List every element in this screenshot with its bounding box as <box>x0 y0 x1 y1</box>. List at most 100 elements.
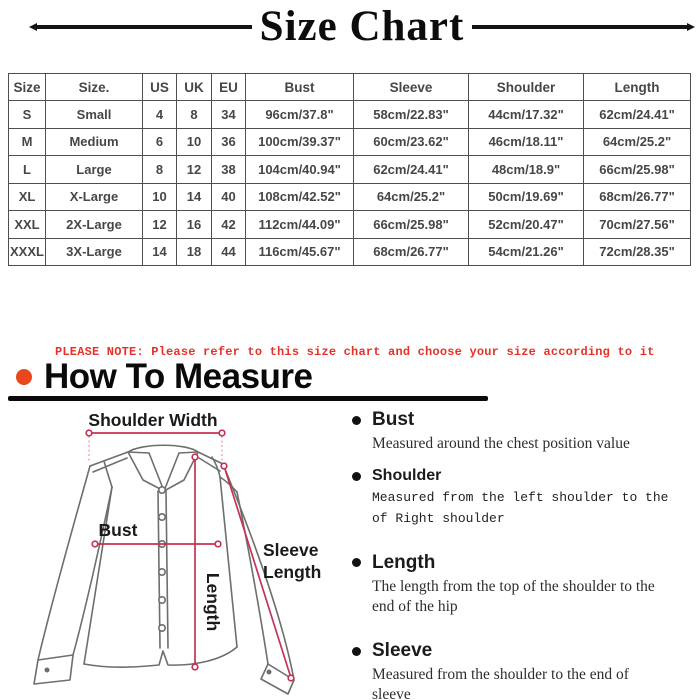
bullet-dot-icon <box>352 471 361 481</box>
measure-item: Sleeve Measured from the shoulder to the … <box>340 640 698 700</box>
table-cell: 12 <box>142 210 177 239</box>
size-table-body: S Small 4 8 34 96cm/37.8" 58cm/22.83" 44cm/17.3… <box>8 100 691 266</box>
bullet-dot-icon <box>352 646 361 656</box>
column-header: Bust <box>245 73 354 101</box>
bullseye-icon <box>16 369 32 385</box>
table-cell: 8 <box>176 100 212 129</box>
table-cell: 66cm/25.98" <box>353 210 469 239</box>
column-header: Sleeve <box>353 73 469 101</box>
table-cell: 96cm/37.8" <box>245 100 354 129</box>
measure-item: Shoulder Measured from the left shoulder … <box>340 467 698 530</box>
table-row: L Large 8 12 38 104cm/40.94" 62cm/24.41" 48cm/1… <box>8 155 691 184</box>
column-header: Shoulder <box>468 73 584 101</box>
table-cell: 34 <box>211 100 246 129</box>
table-cell: XXL <box>8 210 46 239</box>
shirt-outline <box>33 444 295 695</box>
sleeve-length-label-line2: Length <box>263 562 321 582</box>
size-table-head-row: Size Size. US UK EU Bust Sleeve Shoulder Length <box>8 73 691 101</box>
table-cell: 48cm/18.9" <box>468 155 584 184</box>
bullet-dot-icon <box>352 558 361 568</box>
sleeve-measure-line <box>220 462 295 682</box>
title-row: Size Chart <box>0 2 700 52</box>
table-cell: 44 <box>211 237 246 266</box>
measure-desc: Measured from the shoulder to the end of… <box>372 666 629 700</box>
table-cell: 66cm/25.98" <box>583 155 691 184</box>
column-header: EU <box>211 73 246 101</box>
table-cell: 2X-Large <box>45 210 143 239</box>
table-row: S Small 4 8 34 96cm/37.8" 58cm/22.83" 44cm/17.3… <box>8 100 691 129</box>
column-header: Length <box>583 73 691 101</box>
shirt-measure-diagram: Shoulder Width Bust Length Sleeve Length <box>33 410 321 695</box>
table-cell: 72cm/28.35" <box>583 237 691 266</box>
table-cell: 40 <box>211 182 246 211</box>
table-cell: 42 <box>211 210 246 239</box>
column-header: Size <box>8 73 46 101</box>
measure-item: Length The length from the top of the sho… <box>340 552 698 617</box>
section-divider <box>8 396 488 401</box>
measure-term: Length <box>372 551 436 573</box>
table-cell: 60cm/23.62" <box>353 127 469 156</box>
please-note-text: PLEASE NOTE: Please refer to this size c… <box>55 345 655 359</box>
measure-desc: The length from the top of the shoulder … <box>372 577 655 615</box>
length-label: Length <box>203 573 223 631</box>
table-cell: 14 <box>142 237 177 266</box>
table-cell: L <box>8 155 46 184</box>
shoulder-width-label: Shoulder Width <box>88 410 217 430</box>
table-cell: 68cm/26.77" <box>583 182 691 211</box>
table-cell: 4 <box>142 100 177 129</box>
table-cell: 52cm/20.47" <box>468 210 584 239</box>
table-cell: 14 <box>176 182 212 211</box>
table-cell: XXXL <box>8 237 46 266</box>
table-row: M Medium 6 10 36 100cm/39.37" 60cm/23.62" 46cm/… <box>8 127 691 156</box>
title-right-rule <box>472 23 695 31</box>
measure-desc: Measured around the chest position value <box>372 435 630 452</box>
how-to-measure-title: How To Measure <box>44 357 313 396</box>
table-cell: 46cm/18.11" <box>468 127 584 156</box>
measure-term: Sleeve <box>372 640 433 662</box>
table-cell: 3X-Large <box>45 237 143 266</box>
column-header: Size. <box>45 73 143 101</box>
table-cell: Large <box>45 155 143 184</box>
measure-term: Bust <box>372 409 415 430</box>
table-cell: 58cm/22.83" <box>353 100 469 129</box>
table-cell: 50cm/19.69" <box>468 182 584 211</box>
measure-list: Bust Measured around the chest position v… <box>340 409 698 700</box>
table-cell: X-Large <box>45 182 143 211</box>
how-to-measure-header: How To Measure <box>16 359 313 395</box>
table-cell: 112cm/44.09" <box>245 210 354 239</box>
table-cell: 70cm/27.56" <box>583 210 691 239</box>
table-cell: 18 <box>176 237 212 266</box>
bust-label: Bust <box>99 520 138 540</box>
size-table: Size Size. US UK EU Bust Sleeve Shoulder Length … <box>8 73 691 266</box>
table-cell: 36 <box>211 127 246 156</box>
sleeve-length-label-line1: Sleeve <box>263 540 319 560</box>
table-cell: 10 <box>142 182 177 211</box>
table-cell: 108cm/42.52" <box>245 182 354 211</box>
table-cell: 54cm/21.26" <box>468 237 584 266</box>
table-cell: 116cm/45.67" <box>245 237 354 266</box>
table-row: XXL 2X-Large 12 16 42 112cm/44.09" 66cm/25.98"… <box>8 210 691 239</box>
measure-desc: Measured from the left shoulder to the o… <box>372 490 669 526</box>
dotted-guide-lines <box>88 436 223 462</box>
column-header: UK <box>176 73 212 101</box>
bust-measure-line <box>91 540 222 548</box>
length-measure-line <box>191 453 199 671</box>
column-header: US <box>142 73 177 101</box>
measurement-lines <box>85 429 295 682</box>
bullet-dot-icon <box>352 415 361 425</box>
table-cell: 104cm/40.94" <box>245 155 354 184</box>
table-cell: 16 <box>176 210 212 239</box>
table-cell: 62cm/24.41" <box>583 100 691 129</box>
table-cell: Small <box>45 100 143 129</box>
table-cell: Medium <box>45 127 143 156</box>
title-left-rule <box>29 23 252 31</box>
table-cell: M <box>8 127 46 156</box>
table-cell: XL <box>8 182 46 211</box>
table-cell: 64cm/25.2" <box>583 127 691 156</box>
table-cell: S <box>8 100 46 129</box>
table-cell: 100cm/39.37" <box>245 127 354 156</box>
shoulder-width-measure-line <box>85 429 226 437</box>
page-title: Size Chart <box>259 3 465 50</box>
table-cell: 44cm/17.32" <box>468 100 584 129</box>
